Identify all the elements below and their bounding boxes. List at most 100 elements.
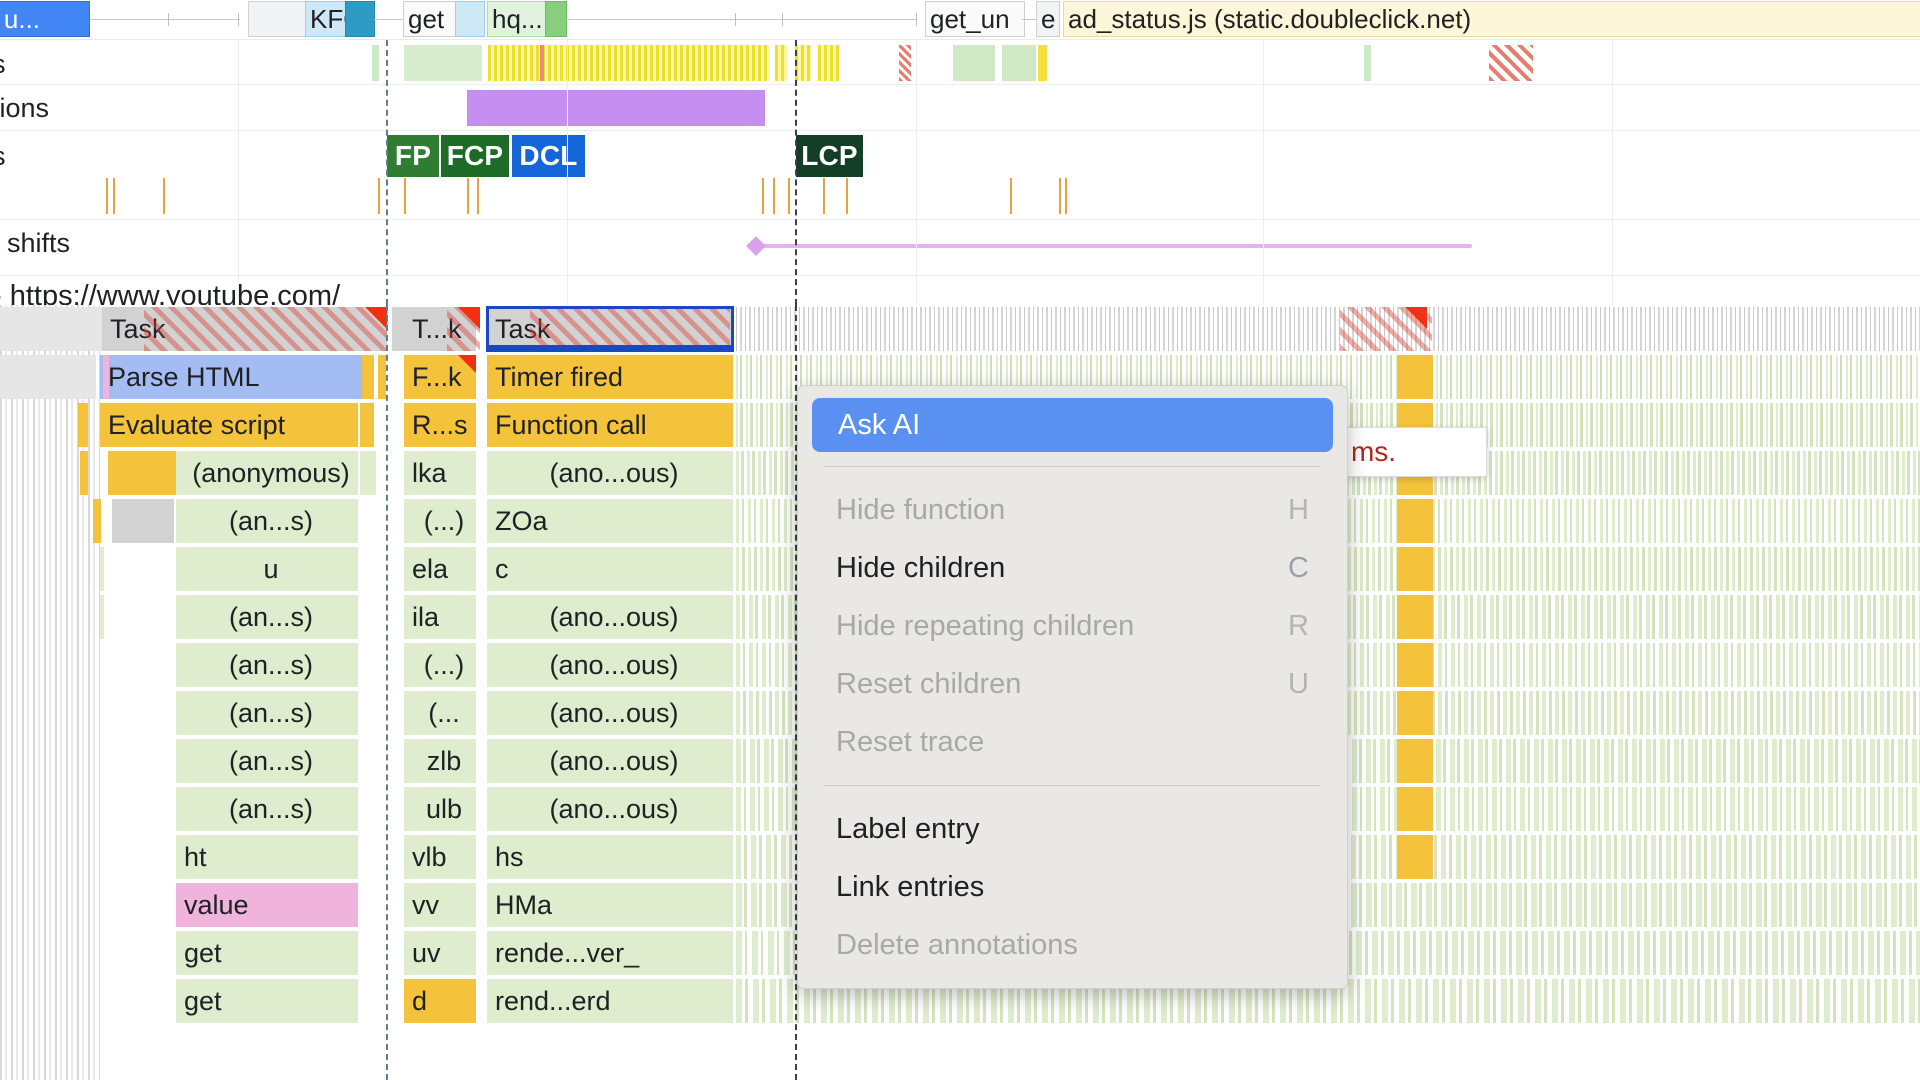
flame-entry[interactable]: (...) bbox=[404, 643, 476, 687]
flame-entry[interactable]: zlb bbox=[404, 739, 476, 783]
flame-entry-label: Function call bbox=[495, 409, 647, 440]
flame-entry[interactable]: R...s bbox=[404, 403, 476, 447]
task-block[interactable] bbox=[899, 45, 911, 81]
context-menu-item-ask-ai[interactable]: Ask AI bbox=[812, 398, 1333, 452]
flame-entry[interactable]: (ano...ous) bbox=[487, 787, 733, 831]
flame-entry[interactable]: vv bbox=[404, 883, 476, 927]
task-block[interactable] bbox=[404, 45, 482, 81]
flame-entry[interactable]: c bbox=[487, 547, 733, 591]
flame-entry[interactable]: (... bbox=[404, 691, 476, 735]
flame-entry[interactable]: (ano...ous) bbox=[487, 739, 733, 783]
animation-block[interactable] bbox=[467, 90, 765, 126]
tasks-track[interactable]: s bbox=[0, 41, 1920, 85]
flame-entry[interactable]: (an...s) bbox=[176, 595, 358, 639]
user-timing-tick[interactable] bbox=[773, 178, 775, 214]
flame-entry[interactable]: Timer fired bbox=[487, 355, 733, 399]
flame-entry[interactable]: rende...ver_ bbox=[487, 931, 733, 975]
flame-entry[interactable]: rend...erd bbox=[487, 979, 733, 1023]
flame-entry[interactable]: vlb bbox=[404, 835, 476, 879]
context-menu-item-hide-function[interactable]: Hide function H bbox=[810, 481, 1335, 539]
flame-entry[interactable]: ZOa bbox=[487, 499, 733, 543]
flame-entry[interactable]: lka bbox=[404, 451, 476, 495]
context-menu-item-label-entry[interactable]: Label entry bbox=[810, 800, 1335, 858]
flame-entry[interactable]: (anonymous) bbox=[176, 451, 358, 495]
user-timing-tick[interactable] bbox=[823, 178, 825, 214]
network-request[interactable]: get_un bbox=[925, 1, 1025, 37]
flame-entry[interactable]: u bbox=[176, 547, 358, 591]
user-timing-tick[interactable] bbox=[106, 178, 108, 214]
layout-shift-cluster[interactable] bbox=[757, 244, 1472, 248]
user-timing-tick[interactable] bbox=[788, 178, 790, 214]
user-timing-tick[interactable] bbox=[1065, 178, 1067, 214]
network-request[interactable]: e bbox=[1036, 1, 1060, 37]
flame-entry[interactable]: (an...s) bbox=[176, 643, 358, 687]
flame-entry[interactable]: Function call bbox=[487, 403, 733, 447]
layout-shifts-track[interactable]: : shifts bbox=[0, 220, 1920, 276]
layout-shift-marker[interactable] bbox=[746, 236, 766, 256]
user-timing-tick[interactable] bbox=[163, 178, 165, 214]
context-menu-item-delete-annotations[interactable]: Delete annotations bbox=[810, 916, 1335, 974]
network-request[interactable]: rk u... bbox=[0, 1, 90, 37]
flame-entry[interactable]: (ano...ous) bbox=[487, 595, 733, 639]
context-menu-item-hide-children[interactable]: Hide children C bbox=[810, 539, 1335, 597]
flame-entry[interactable]: ht bbox=[176, 835, 358, 879]
flame-entry[interactable]: Task bbox=[487, 307, 732, 351]
flame-entry[interactable]: ulb bbox=[404, 787, 476, 831]
task-block[interactable] bbox=[372, 45, 379, 81]
user-timing-tick[interactable] bbox=[378, 178, 380, 214]
network-track[interactable]: rk u... KFOr get hq... get_un bbox=[0, 0, 1920, 40]
flame-entry[interactable]: HMa bbox=[487, 883, 733, 927]
flame-entry[interactable]: ela bbox=[404, 547, 476, 591]
user-timing-tick[interactable] bbox=[467, 178, 469, 214]
network-request[interactable] bbox=[545, 1, 567, 37]
user-timing-tick[interactable] bbox=[846, 178, 848, 214]
network-request[interactable] bbox=[248, 1, 308, 37]
animations-track[interactable]: tions bbox=[0, 85, 1920, 131]
flame-entry[interactable]: (an...s) bbox=[176, 787, 358, 831]
network-request[interactable]: ad_status.js (static.doubleclick.net) bbox=[1063, 1, 1920, 37]
timings-track[interactable]: s FP FCP DCL LCP bbox=[0, 131, 1920, 181]
flame-entry[interactable]: get bbox=[176, 979, 358, 1023]
network-request-label: ad_status.js (static.doubleclick.net) bbox=[1068, 3, 1472, 34]
user-timing-tick[interactable] bbox=[1010, 178, 1012, 214]
user-timing-tick[interactable] bbox=[404, 178, 406, 214]
flame-chart-context-menu[interactable]: Ask AI Hide function H Hide children C H… bbox=[797, 385, 1348, 989]
network-request[interactable]: hq... bbox=[487, 1, 549, 37]
user-timing-tick[interactable] bbox=[477, 178, 479, 214]
timing-marker-fcp[interactable]: FCP bbox=[441, 135, 509, 177]
flame-entry[interactable]: ila bbox=[404, 595, 476, 639]
flame-entry[interactable]: d bbox=[404, 979, 476, 1023]
timing-marker-lcp[interactable]: LCP bbox=[796, 135, 863, 177]
flame-entry[interactable]: (ano...ous) bbox=[487, 691, 733, 735]
task-block[interactable] bbox=[1002, 45, 1036, 81]
flame-entry[interactable]: uv bbox=[404, 931, 476, 975]
timing-marker-fp[interactable]: FP bbox=[387, 135, 439, 177]
timing-marker-dcl[interactable]: DCL bbox=[512, 135, 585, 177]
flame-entry[interactable]: (an...s) bbox=[176, 691, 358, 735]
context-menu-item-reset-children[interactable]: Reset children U bbox=[810, 655, 1335, 713]
flame-entry[interactable]: get bbox=[176, 931, 358, 975]
flame-entry[interactable]: value bbox=[176, 883, 358, 927]
flame-entry[interactable]: (an...s) bbox=[176, 739, 358, 783]
flame-entry[interactable]: (ano...ous) bbox=[487, 451, 733, 495]
flame-entry[interactable]: Task bbox=[102, 307, 387, 351]
flame-entry[interactable]: (...) bbox=[404, 499, 476, 543]
flame-entry[interactable]: Parse HTML bbox=[100, 355, 362, 399]
flame-row[interactable]: Task T...k Task bbox=[0, 305, 1920, 353]
user-timings-track[interactable] bbox=[0, 178, 1920, 220]
task-block[interactable] bbox=[1489, 45, 1533, 81]
user-timing-tick[interactable] bbox=[113, 178, 115, 214]
network-request[interactable] bbox=[455, 1, 485, 37]
task-block[interactable] bbox=[953, 45, 995, 81]
user-timing-tick[interactable] bbox=[1059, 178, 1061, 214]
flame-entry[interactable]: hs bbox=[487, 835, 733, 879]
context-menu-item-hide-repeating-children[interactable]: Hide repeating children R bbox=[810, 597, 1335, 655]
flame-entry[interactable]: (ano...ous) bbox=[487, 643, 733, 687]
flame-entry[interactable]: (an...s) bbox=[176, 499, 358, 543]
flame-entry[interactable]: Evaluate script bbox=[100, 403, 358, 447]
context-menu-item-reset-trace[interactable]: Reset trace bbox=[810, 713, 1335, 771]
context-menu-item-link-entries[interactable]: Link entries bbox=[810, 858, 1335, 916]
network-request[interactable] bbox=[345, 1, 375, 37]
user-timing-tick[interactable] bbox=[762, 178, 764, 214]
task-block[interactable] bbox=[488, 45, 770, 81]
